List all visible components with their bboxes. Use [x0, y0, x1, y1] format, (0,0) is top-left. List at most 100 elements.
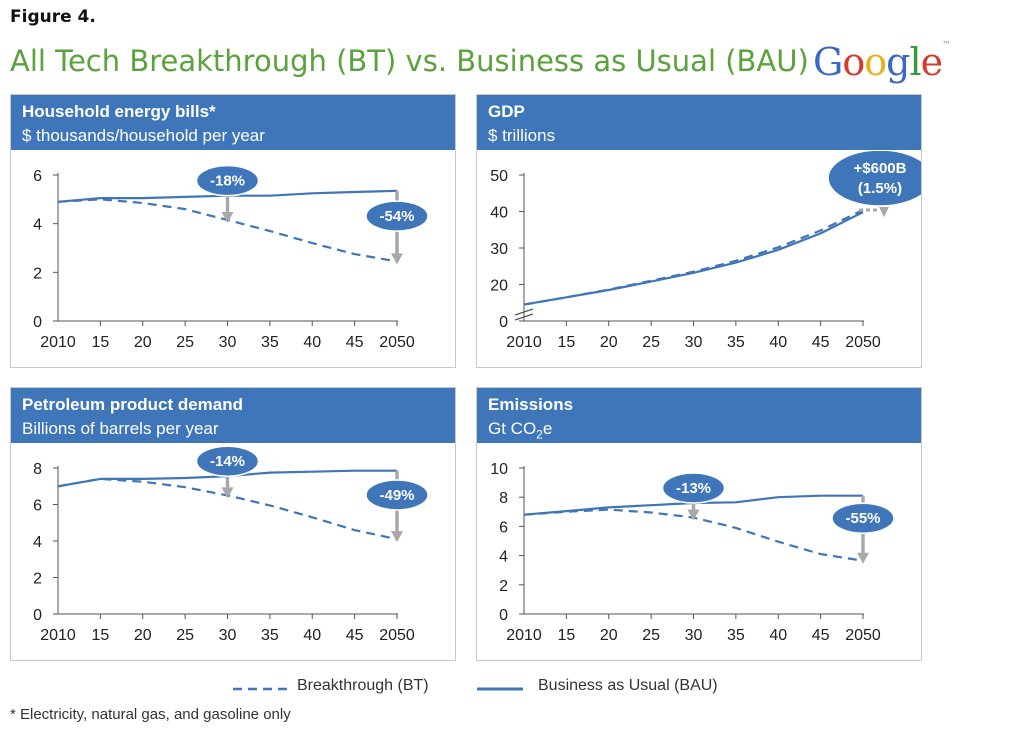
legend-bt-label: Breakthrough (BT): [297, 677, 429, 694]
chart-subtitle: Billions of barrels per year: [22, 419, 219, 438]
y-tick-label: 0: [499, 314, 508, 331]
x-tick-label: 35: [261, 334, 279, 351]
x-tick-label: 20: [134, 627, 152, 644]
legend-bt-swatch: [233, 687, 289, 691]
y-tick-label: 40: [490, 205, 508, 222]
chart-subtitle: Gt CO2e: [488, 419, 553, 442]
y-tick-label: 8: [499, 490, 508, 507]
x-tick-label: 2010: [40, 627, 76, 644]
chart-title: Petroleum product demand: [22, 395, 244, 414]
annotation-bubble: [365, 479, 429, 511]
legend-bau-label: Business as Usual (BAU): [538, 677, 718, 694]
google-logo: Google™: [813, 40, 950, 84]
chart-title: Emissions: [488, 395, 574, 414]
chart-plot: 0 2 4 6 8 2010 15 20 25 30 35 40 45 2050 -14% -49%: [33, 445, 429, 644]
x-tick-label: 30: [219, 334, 237, 351]
logo-letter: e: [920, 40, 943, 84]
down-arrow-icon: [687, 509, 700, 521]
down-arrow-icon: [857, 552, 869, 564]
y-tick-label: 50: [490, 168, 508, 185]
chart-plot: 0 2 4 6 8 10 2010 15 20 25 30 35 40 45 2050 -13% -55%: [490, 461, 895, 644]
x-tick-label: 45: [812, 627, 830, 644]
subscript: 2: [536, 427, 543, 442]
x-tick-label: 30: [685, 334, 703, 351]
annotation-bubble: [831, 502, 895, 534]
logo-letter: o: [842, 40, 865, 84]
annotation-bubble: [195, 445, 260, 477]
down-arrow-icon: [391, 253, 403, 265]
page-title: All Tech Breakthrough (BT) vs. Business …: [10, 44, 809, 78]
x-tick-label: 25: [642, 334, 660, 351]
x-tick-label: 25: [176, 334, 194, 351]
annotation-label: -18%: [210, 173, 245, 190]
y-tick-label: 4: [33, 534, 42, 551]
logo-letter: l: [909, 40, 921, 84]
household-energy-bills-chart: Household energy bills* $ thousands/hous…: [10, 94, 456, 368]
x-tick-label: 25: [642, 627, 660, 644]
x-tick-label: 2050: [845, 627, 881, 644]
chart-plot: 0 2 4 6 2010 15 20 25 30 35 40 45 2050 -18% -54%: [33, 164, 429, 351]
x-tick-label: 30: [219, 627, 237, 644]
chart-header: GDP $ trillions: [477, 95, 921, 150]
annotation-label: -54%: [379, 208, 414, 225]
gdp-chart: GDP $ trillions 0 20 30 40 50 2010 15 20 25 30 35 4…: [476, 94, 922, 368]
emissions-chart: Emissions Gt CO2e 0 2 4 6 8 10 2010 15 20 25 30 35 4…: [476, 387, 922, 661]
x-tick-label: 25: [176, 627, 194, 644]
chart-header: Emissions Gt CO2e: [477, 388, 921, 443]
bau-series-line: [523, 211, 864, 306]
x-tick-label: 40: [769, 334, 787, 351]
x-tick-label: 30: [685, 627, 703, 644]
x-tick-label: 15: [91, 627, 109, 644]
bt-series-line: [523, 209, 864, 306]
annotation-bubble: [195, 164, 260, 197]
x-tick-label: 35: [727, 627, 745, 644]
annotation-bubble: [661, 472, 726, 504]
annotation-label: +$600B: [854, 160, 907, 177]
y-tick-label: 6: [33, 498, 42, 515]
x-tick-label: 40: [303, 334, 321, 351]
chart-title: Household energy bills*: [22, 102, 216, 121]
y-tick-label: 4: [33, 217, 42, 234]
y-tick-label: 20: [490, 278, 508, 295]
x-tick-label: 2050: [379, 627, 415, 644]
x-tick-label: 40: [769, 627, 787, 644]
axis-break-mark: [514, 308, 534, 321]
chart-title: GDP: [488, 102, 525, 121]
x-tick-label: 2010: [506, 334, 542, 351]
down-arrow-icon: [879, 207, 889, 218]
annotation-bubble: [827, 151, 921, 207]
petroleum-demand-chart: Petroleum product demand Billions of bar…: [10, 387, 456, 661]
y-tick-label: 0: [499, 607, 508, 624]
logo-letter: G: [813, 40, 843, 84]
x-tick-label: 35: [261, 627, 279, 644]
legend: Breakthrough (BT) Business as Usual (BAU…: [0, 672, 1013, 702]
trademark-mark: ™: [942, 40, 950, 49]
y-tick-label: 0: [33, 607, 42, 624]
chart-subtitle: $ thousands/household per year: [22, 126, 265, 145]
down-arrow-icon: [221, 487, 234, 499]
x-tick-label: 45: [346, 334, 364, 351]
annotation-label: (1.5%): [858, 180, 902, 197]
y-tick-label: 2: [33, 571, 42, 588]
down-arrow-icon: [391, 531, 403, 543]
x-tick-label: 2050: [379, 334, 415, 351]
y-tick-label: 6: [499, 519, 508, 536]
y-tick-label: 6: [33, 168, 42, 185]
x-tick-label: 2010: [506, 627, 542, 644]
y-tick-label: 2: [33, 265, 42, 282]
annotation-label: -14%: [210, 453, 245, 470]
logo-letter: g: [886, 40, 910, 84]
chart-header: Petroleum product demand Billions of bar…: [11, 388, 455, 443]
chart-subtitle: $ trillions: [488, 126, 556, 145]
y-tick-label: 0: [33, 314, 42, 331]
x-tick-label: 35: [727, 334, 745, 351]
chart-plot: 0 20 30 40 50 2010 15 20 25 30 35 40 45 2050 +$600B (1.…: [490, 151, 921, 351]
down-arrow-icon: [221, 212, 234, 224]
x-tick-label: 15: [557, 627, 575, 644]
x-tick-label: 45: [812, 334, 830, 351]
annotation-label: -49%: [379, 487, 414, 504]
x-tick-label: 20: [134, 334, 152, 351]
annotation-label: -55%: [845, 510, 880, 527]
annotation-label: -13%: [676, 480, 711, 497]
x-tick-label: 45: [346, 627, 364, 644]
